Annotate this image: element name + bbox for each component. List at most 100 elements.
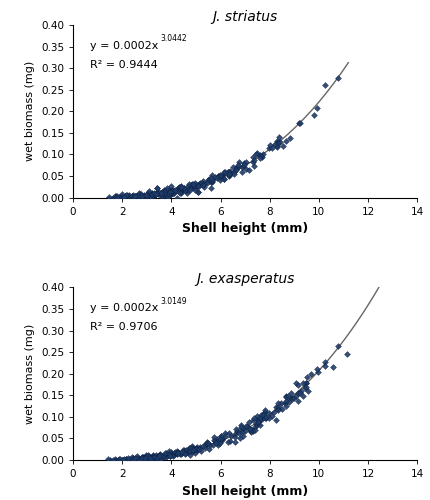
- Point: [214, 172, 221, 180]
- Point: [259, 414, 266, 422]
- Point: [272, 416, 279, 424]
- Point: [266, 410, 273, 418]
- Point: [224, 438, 231, 446]
- Point: [139, 454, 146, 462]
- Point: [256, 414, 263, 422]
- Point: [246, 424, 253, 432]
- Point: [144, 189, 151, 197]
- Point: [262, 414, 269, 422]
- Point: [236, 158, 243, 166]
- Point: [111, 192, 118, 200]
- Point: [321, 362, 328, 370]
- Point: [177, 184, 184, 192]
- Point: [254, 416, 261, 424]
- Point: [130, 456, 137, 464]
- Point: [269, 412, 276, 420]
- Point: [225, 172, 232, 179]
- Point: [224, 168, 231, 176]
- Point: [281, 400, 288, 407]
- Point: [217, 176, 224, 184]
- Point: [129, 190, 136, 198]
- Point: [190, 181, 197, 189]
- Point: [274, 142, 281, 150]
- Point: [121, 455, 128, 463]
- Point: [158, 188, 165, 196]
- Point: [148, 188, 155, 196]
- Point: [151, 192, 158, 200]
- Point: [221, 429, 228, 437]
- Point: [137, 456, 144, 464]
- Point: [234, 161, 241, 169]
- Point: [189, 446, 196, 454]
- Point: [133, 454, 140, 462]
- Point: [298, 387, 304, 395]
- Point: [127, 454, 134, 462]
- Point: [125, 456, 132, 464]
- Point: [265, 414, 272, 422]
- Point: [178, 189, 184, 197]
- Point: [197, 444, 203, 452]
- Point: [138, 190, 144, 198]
- Point: [123, 192, 129, 200]
- Point: [322, 358, 329, 366]
- Point: [167, 452, 174, 460]
- Point: [173, 448, 180, 456]
- Point: [150, 452, 157, 460]
- Point: [144, 452, 151, 460]
- Point: [226, 437, 233, 445]
- Point: [181, 184, 188, 192]
- Point: [139, 452, 146, 460]
- Point: [186, 180, 193, 188]
- Point: [178, 448, 185, 456]
- Point: [129, 192, 135, 200]
- Point: [187, 444, 194, 452]
- Point: [243, 422, 250, 430]
- Point: [229, 162, 236, 170]
- Point: [178, 182, 185, 190]
- Point: [275, 140, 282, 147]
- Point: [192, 186, 199, 194]
- Point: [232, 438, 239, 446]
- Point: [156, 452, 163, 460]
- Point: [215, 438, 221, 446]
- Point: [221, 168, 227, 176]
- Point: [134, 192, 141, 200]
- Point: [252, 150, 259, 158]
- Point: [184, 446, 191, 454]
- Point: [132, 192, 138, 200]
- Point: [203, 179, 210, 187]
- Point: [301, 384, 308, 392]
- Point: [203, 439, 210, 447]
- Point: [178, 186, 185, 194]
- Point: [181, 448, 187, 456]
- Point: [184, 186, 191, 194]
- Point: [132, 192, 139, 200]
- Point: [210, 434, 217, 442]
- Point: [189, 444, 196, 452]
- Point: [257, 154, 264, 162]
- Point: [169, 186, 176, 194]
- Point: [138, 454, 145, 462]
- Point: [144, 189, 151, 197]
- Point: [178, 182, 184, 190]
- Point: [192, 184, 199, 192]
- Point: [176, 187, 183, 195]
- Point: [250, 416, 257, 424]
- Point: [163, 450, 169, 458]
- Point: [165, 186, 172, 194]
- Point: [145, 454, 152, 462]
- Point: [234, 426, 241, 434]
- Point: [275, 403, 282, 411]
- Point: [283, 392, 290, 400]
- Text: 3.0442: 3.0442: [160, 34, 187, 43]
- Point: [137, 191, 144, 199]
- Point: [176, 188, 183, 196]
- Point: [173, 194, 180, 202]
- Point: [188, 184, 195, 192]
- Point: [209, 171, 215, 179]
- Point: [156, 188, 163, 196]
- Point: [147, 190, 154, 198]
- Point: [137, 456, 144, 464]
- Point: [239, 424, 246, 432]
- Point: [314, 368, 321, 376]
